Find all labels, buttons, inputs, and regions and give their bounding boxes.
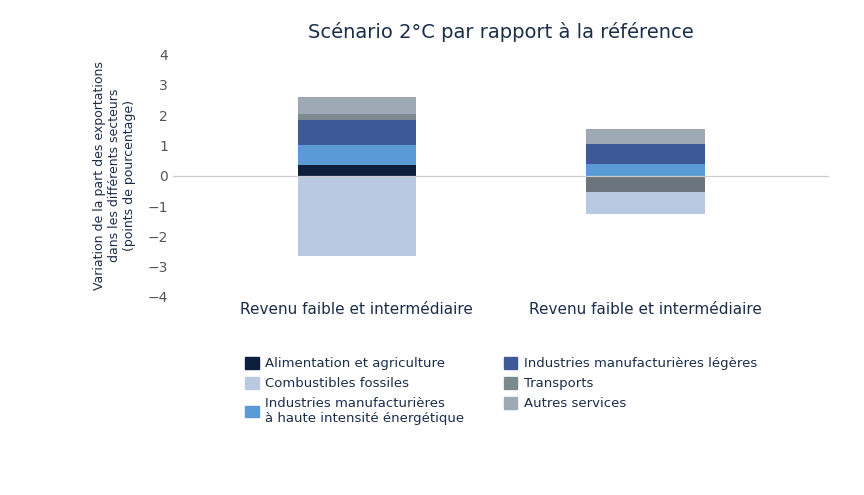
Title: Scénario 2°C par rapport à la référence: Scénario 2°C par rapport à la référence <box>308 22 694 42</box>
Bar <box>587 163 705 176</box>
Bar <box>297 146 416 165</box>
Bar <box>297 97 416 113</box>
Y-axis label: Variation de la part des exportations
dans les différents secteurs
(points de po: Variation de la part des exportations da… <box>93 61 137 290</box>
Bar <box>587 129 705 144</box>
Bar <box>297 165 416 176</box>
Bar <box>297 120 416 146</box>
Bar <box>297 176 416 256</box>
Bar <box>297 113 416 120</box>
Bar <box>587 176 705 193</box>
Bar <box>587 193 705 214</box>
Legend: Alimentation et agriculture, Combustibles fossiles, Industries manufacturières
à: Alimentation et agriculture, Combustible… <box>245 357 757 425</box>
Bar <box>587 144 705 163</box>
